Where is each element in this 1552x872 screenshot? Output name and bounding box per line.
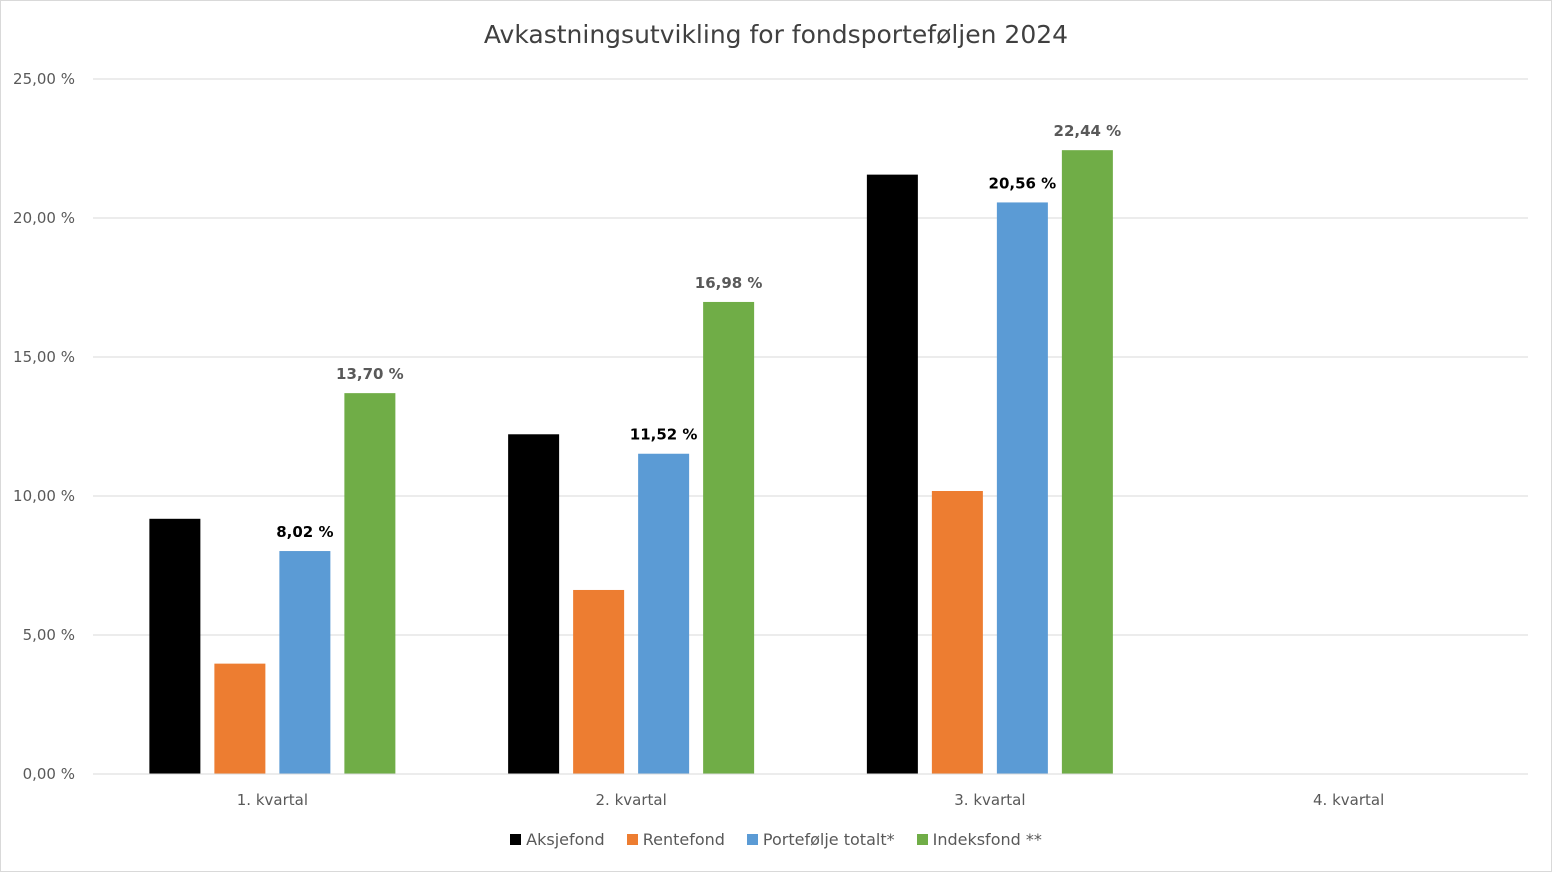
data-label: 13,70 % xyxy=(336,365,404,383)
bar xyxy=(996,202,1048,774)
bar xyxy=(279,551,331,774)
chart-title: Avkastningsutvikling for fondsportefølje… xyxy=(483,20,1069,49)
data-label: 20,56 % xyxy=(989,174,1057,192)
x-tick-label: 2. kvartal xyxy=(596,791,667,809)
y-tick-label: 5,00 % xyxy=(23,626,75,644)
legend-label: Indeksfond ** xyxy=(932,830,1042,849)
y-tick-label: 15,00 % xyxy=(13,348,75,366)
bar xyxy=(866,174,918,774)
data-label: 8,02 % xyxy=(276,523,333,541)
bar xyxy=(1061,150,1113,775)
legend-label: Aksjefond xyxy=(526,830,605,849)
legend-item: Portefølje totalt* xyxy=(746,830,895,849)
y-tick-label: 25,00 % xyxy=(13,70,75,88)
bar xyxy=(508,434,560,774)
y-tick-label: 0,00 % xyxy=(23,765,75,783)
bar xyxy=(703,301,755,774)
legend-label: Rentefond xyxy=(642,830,725,849)
x-tick-label: 1. kvartal xyxy=(237,791,308,809)
bar xyxy=(344,393,396,774)
x-tick-label: 4. kvartal xyxy=(1313,791,1384,809)
bar xyxy=(638,453,690,774)
legend-item: Aksjefond xyxy=(510,830,605,849)
bar xyxy=(149,518,201,774)
data-label: 22,44 % xyxy=(1054,122,1122,140)
x-tick-label: 3. kvartal xyxy=(954,791,1025,809)
legend: Aksjefond Rentefond Portefølje totalt* Inde… xyxy=(0,830,1552,849)
legend-swatch xyxy=(916,834,928,845)
bar xyxy=(573,589,625,774)
legend-swatch xyxy=(510,834,522,845)
legend-swatch xyxy=(626,834,638,845)
data-label: 11,52 % xyxy=(630,426,698,444)
bar xyxy=(214,663,266,774)
legend-label: Portefølje totalt* xyxy=(762,830,895,849)
legend-item: Indeksfond ** xyxy=(916,830,1042,849)
data-label: 16,98 % xyxy=(695,274,763,292)
legend-item: Rentefond xyxy=(626,830,725,849)
y-tick-label: 10,00 % xyxy=(13,487,75,505)
legend-swatch xyxy=(746,834,758,845)
y-tick-label: 20,00 % xyxy=(13,209,75,227)
bar xyxy=(931,490,983,774)
